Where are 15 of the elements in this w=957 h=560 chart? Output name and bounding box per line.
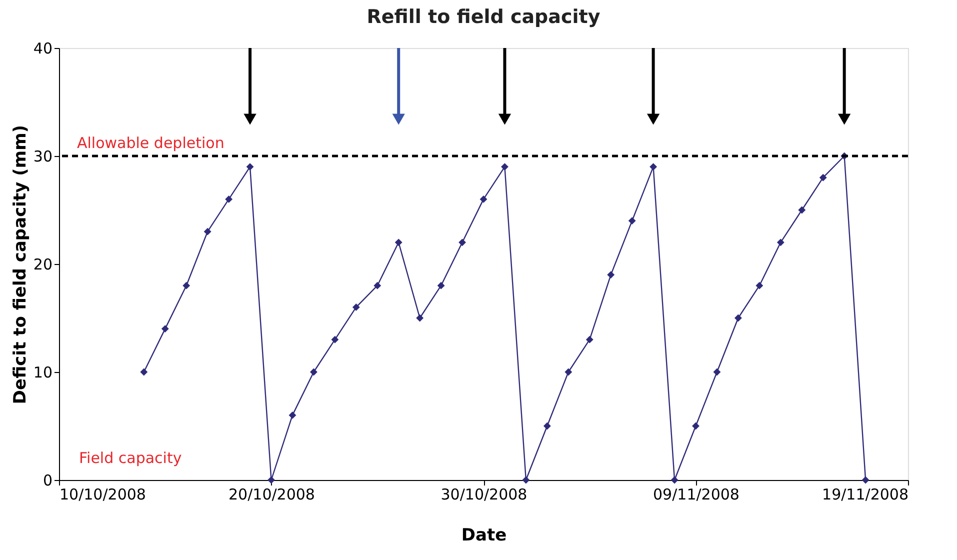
y-tick-label: 10 (33, 364, 52, 382)
x-tick-label: 09/11/2008 (653, 486, 740, 504)
x-tick-label: 19/11/2008 (822, 486, 908, 504)
x-axis-title: Date (461, 526, 507, 546)
annotation: Field capacity (79, 449, 182, 467)
y-axis-title: Deficit to field capacity (mm) (10, 124, 30, 404)
x-tick-label: 20/10/2008 (228, 486, 315, 504)
chart-title: Refill to field capacity (366, 6, 601, 28)
x-tick-label: 10/10/2008 (60, 486, 146, 504)
y-tick-label: 40 (33, 40, 52, 58)
x-tick-label: 30/10/2008 (440, 486, 528, 504)
y-tick-label: 0 (42, 472, 52, 490)
ref-line-label: Allowable depletion (77, 134, 224, 152)
y-tick-label: 20 (33, 256, 52, 274)
y-tick-label: 30 (33, 148, 52, 166)
